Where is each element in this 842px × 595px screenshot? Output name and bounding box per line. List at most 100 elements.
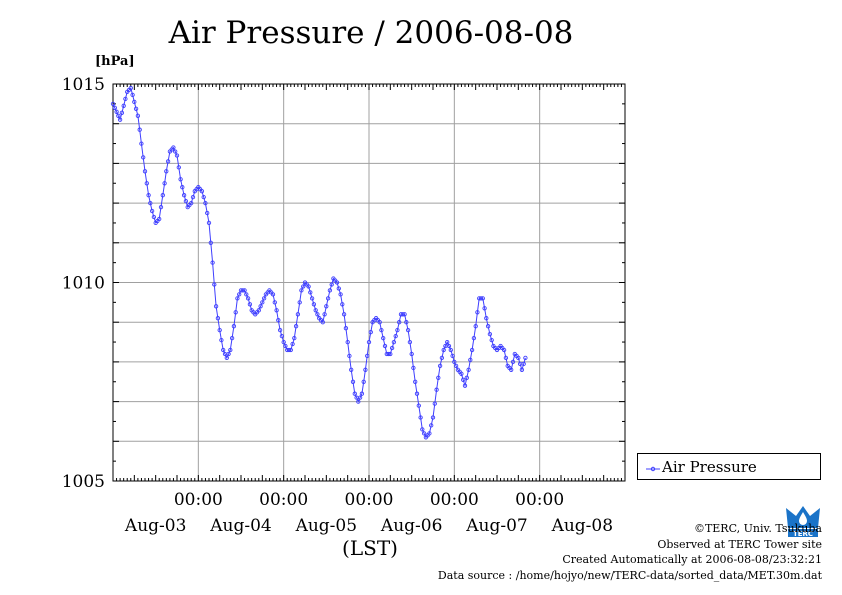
data-point	[128, 85, 133, 91]
chart-title: Air Pressure / 2006-08-08	[168, 15, 574, 51]
data-point	[519, 367, 525, 372]
data-point	[478, 296, 484, 301]
data-point	[521, 361, 526, 367]
data-point	[256, 308, 261, 313]
data-point	[213, 304, 219, 309]
data-point	[482, 306, 487, 311]
data-point	[418, 415, 423, 420]
data-point	[231, 324, 237, 329]
x-tick-label-time: 00:00	[345, 490, 394, 510]
data-point	[149, 208, 155, 214]
data-point	[324, 304, 329, 309]
data-point	[121, 103, 126, 108]
y-tick-label: 1015	[62, 75, 105, 95]
data-point	[516, 355, 521, 361]
data-point	[281, 339, 286, 345]
tick-labels: 1005 1010 1015 00:00 00:00 00:00 00:00 00:00 Aug…	[62, 75, 613, 536]
data-point	[473, 324, 478, 329]
data-point	[381, 335, 386, 341]
data-point	[178, 177, 183, 182]
data-point	[235, 296, 240, 301]
data-point	[189, 200, 194, 206]
data-point	[462, 383, 468, 388]
data-point	[411, 365, 416, 371]
data-point	[368, 329, 373, 335]
data-point	[446, 343, 452, 349]
data-point	[301, 284, 306, 289]
data-point	[208, 240, 213, 245]
credit-site: Observed at TERC Tower site	[657, 537, 822, 551]
data-point	[345, 339, 350, 345]
data-point	[274, 308, 279, 313]
logo-text: TERC	[793, 530, 813, 538]
data-point	[439, 355, 445, 361]
data-point	[434, 387, 439, 392]
data-point	[164, 169, 169, 174]
data-point	[389, 345, 395, 351]
data-point	[299, 288, 304, 293]
data-point	[509, 367, 514, 372]
data-point	[219, 337, 224, 343]
data-point	[349, 367, 354, 372]
data-point	[130, 92, 135, 98]
data-point	[475, 310, 480, 315]
data-point	[245, 296, 251, 301]
legend-label: Air Pressure	[662, 458, 757, 476]
data-point	[133, 106, 139, 111]
data-point	[272, 300, 277, 305]
data-point	[162, 181, 167, 186]
data-point	[174, 153, 180, 158]
data-point	[436, 375, 441, 380]
data-point	[176, 165, 181, 170]
data-point	[123, 96, 128, 102]
data-point	[366, 339, 372, 345]
data-point	[377, 320, 382, 325]
data-point	[116, 113, 121, 118]
data-point	[421, 431, 427, 436]
data-point	[334, 280, 340, 285]
data-point	[183, 198, 189, 204]
data-point	[329, 282, 334, 287]
data-point	[448, 347, 453, 353]
data-point	[382, 343, 388, 349]
data-point	[309, 296, 315, 301]
data-point	[293, 324, 299, 329]
x-tick-label-time: 00:00	[515, 490, 564, 510]
x-tick-label-date: Aug-07	[465, 516, 527, 536]
data-point	[322, 312, 327, 317]
data-point	[137, 127, 142, 132]
data-point	[464, 375, 469, 380]
x-tick-label-date: Aug-06	[380, 516, 442, 536]
data-point	[132, 99, 137, 105]
data-point	[283, 343, 288, 349]
data-point	[158, 204, 164, 210]
data-point	[210, 260, 215, 265]
data-point	[270, 292, 276, 297]
data-point	[432, 401, 437, 406]
data-point	[261, 296, 267, 301]
data-point	[359, 391, 365, 396]
data-point	[297, 300, 302, 305]
data-point	[420, 427, 425, 432]
data-point	[320, 320, 325, 325]
data-point	[352, 391, 357, 396]
data-point	[240, 288, 245, 293]
data-point	[146, 193, 151, 198]
data-point	[445, 339, 450, 345]
data-point	[313, 308, 318, 313]
data-point	[484, 316, 489, 321]
data-point	[341, 312, 347, 317]
data-point	[485, 324, 491, 329]
data-point	[461, 377, 466, 382]
data-point	[224, 355, 229, 361]
data-point	[217, 327, 222, 333]
data-point	[286, 347, 292, 353]
data-point	[405, 327, 411, 333]
data-point	[350, 379, 356, 384]
data-point	[503, 355, 509, 361]
data-point	[306, 284, 311, 289]
data-point	[400, 312, 405, 317]
x-tick-label-time: 00:00	[259, 490, 308, 510]
data-point	[393, 333, 398, 339]
